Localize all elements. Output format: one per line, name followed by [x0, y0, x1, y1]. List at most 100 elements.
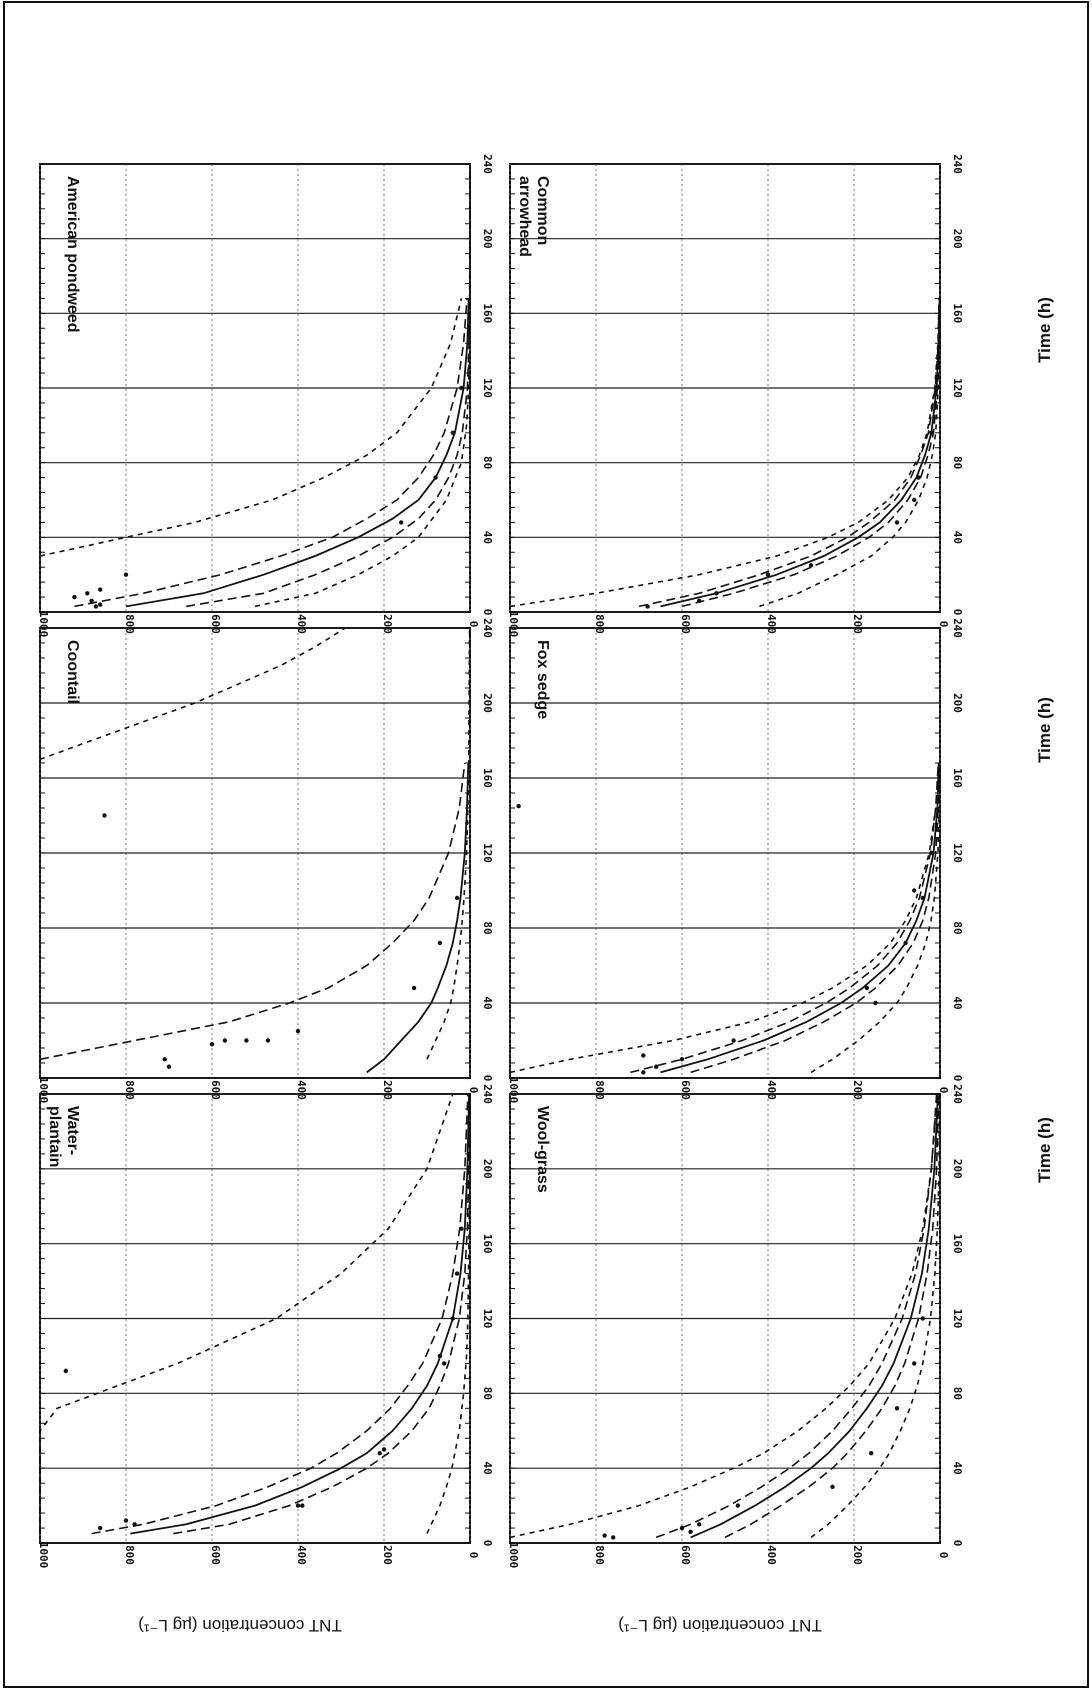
- series-line-prediction: [254, 163, 471, 608]
- data-point: [516, 803, 521, 809]
- data-point: [166, 1064, 172, 1069]
- panel-title-line: Coontail: [64, 640, 81, 704]
- data-point: [645, 604, 650, 609]
- panel-title: Water-plantain: [46, 1106, 81, 1167]
- y-tick-label: 1000: [37, 611, 50, 638]
- x-tick-label: 80: [951, 1387, 964, 1400]
- y-tick-label: 200: [851, 614, 864, 634]
- y-tick-label: 200: [851, 1545, 864, 1565]
- series-line-prediction: [509, 807, 937, 1074]
- data-point: [679, 1057, 685, 1062]
- data-point: [920, 1316, 925, 1321]
- y-tick-label: 600: [209, 1545, 222, 1565]
- data-point: [912, 1361, 917, 1366]
- series-line-confidence: [74, 298, 468, 608]
- x-tick-label: 240: [951, 1084, 964, 1104]
- data-point: [641, 1053, 646, 1058]
- y-tick-label: 0: [937, 1087, 950, 1094]
- series-line-prediction: [810, 762, 941, 1074]
- y-tick-label: 800: [123, 614, 136, 634]
- data-point: [381, 1447, 387, 1452]
- data-point: [654, 1064, 659, 1069]
- data-point: [894, 1406, 900, 1411]
- y-tick-label: 400: [295, 614, 308, 634]
- x-tick-label: 120: [481, 1309, 494, 1329]
- page-border: [3, 1, 1089, 1688]
- x-tick-label: 240: [951, 154, 964, 174]
- x-tick-label: 0: [951, 1075, 964, 1082]
- data-point: [765, 572, 771, 577]
- data-point: [454, 1271, 460, 1276]
- y-axis-label-bottom: TNT concentration (µg L⁻¹): [618, 1616, 822, 1635]
- series-line-fit: [690, 1093, 939, 1539]
- series-line-fit: [130, 1093, 470, 1535]
- panel-title: Wool-grass: [534, 1106, 551, 1193]
- data-point: [869, 1451, 874, 1456]
- y-tick-label: 800: [123, 1545, 136, 1565]
- y-tick-label: 400: [765, 614, 778, 634]
- chart-panel-2: 0 200 400 600 800 1000 0 40 80 120 160 200 240 Water-…: [37, 1084, 494, 1568]
- series-line-confidence: [186, 298, 471, 608]
- y-tick-label: 400: [765, 1545, 778, 1565]
- series-line-confidence: [39, 762, 466, 1061]
- x-tick-label: 40: [951, 996, 964, 1009]
- x-tick-label: 160: [951, 1234, 964, 1254]
- data-point: [450, 1316, 455, 1321]
- y-tick-label: 0: [467, 621, 480, 628]
- data-point: [714, 591, 719, 596]
- y-tick-label: 1000: [507, 1077, 520, 1104]
- data-point: [98, 1525, 103, 1531]
- x-tick-label: 120: [481, 843, 494, 863]
- x-axis-label: Time (h): [1035, 697, 1054, 763]
- data-point: [295, 1503, 301, 1508]
- x-tick-label: 120: [951, 1309, 964, 1329]
- x-tick-label: 160: [481, 768, 494, 788]
- series-line-prediction: [39, 627, 346, 761]
- x-tick-label: 80: [951, 456, 964, 469]
- data-point: [873, 1000, 878, 1006]
- y-tick-label: 600: [209, 1080, 222, 1100]
- x-axis-label: Time (h): [1035, 1117, 1054, 1183]
- data-point: [377, 1451, 382, 1456]
- y-tick-label: 600: [679, 614, 692, 634]
- x-tick-label: 80: [481, 921, 494, 934]
- data-point: [222, 1038, 228, 1043]
- x-tick-label: 240: [481, 154, 494, 174]
- panel-title-line: Wool-grass: [534, 1106, 551, 1193]
- y-axis-label-top: TNT concentration (µg L⁻¹): [138, 1616, 342, 1635]
- data-point: [459, 385, 464, 391]
- panel-title-line: American pondweed: [64, 176, 81, 332]
- data-point: [437, 1353, 443, 1359]
- data-point: [450, 430, 455, 435]
- data-point: [433, 475, 438, 480]
- y-tick-label: 800: [593, 614, 606, 634]
- data-point: [697, 1522, 702, 1527]
- data-point: [93, 604, 99, 609]
- series-line-prediction: [426, 627, 471, 1060]
- x-tick-label: 40: [481, 531, 494, 544]
- x-tick-label: 0: [481, 1075, 494, 1082]
- data-point: [459, 1226, 464, 1231]
- x-tick-label: 160: [951, 768, 964, 788]
- panel-title-line: arrowhead: [516, 176, 533, 257]
- y-tick-label: 0: [467, 1552, 480, 1559]
- data-point: [894, 520, 900, 525]
- y-tick-label: 400: [765, 1080, 778, 1100]
- x-tick-label: 200: [951, 1159, 964, 1179]
- x-tick-label: 240: [481, 618, 494, 638]
- y-tick-label: 400: [295, 1545, 308, 1565]
- data-point: [830, 1484, 835, 1490]
- data-point: [102, 813, 107, 818]
- data-point: [132, 1522, 137, 1527]
- data-point: [72, 594, 77, 600]
- y-tick-label: 800: [593, 1545, 606, 1565]
- panel-title: American pondweed: [64, 176, 81, 332]
- y-tick-label: 200: [381, 1080, 394, 1100]
- series-line-prediction: [810, 1093, 941, 1539]
- chart-panel-0: 0 200 400 600 800 1000 0 40 80 120 160 200 240 Americ…: [37, 154, 494, 637]
- x-tick-label: 120: [951, 378, 964, 398]
- data-point: [916, 475, 921, 480]
- data-point: [85, 591, 90, 596]
- y-tick-label: 400: [295, 1080, 308, 1100]
